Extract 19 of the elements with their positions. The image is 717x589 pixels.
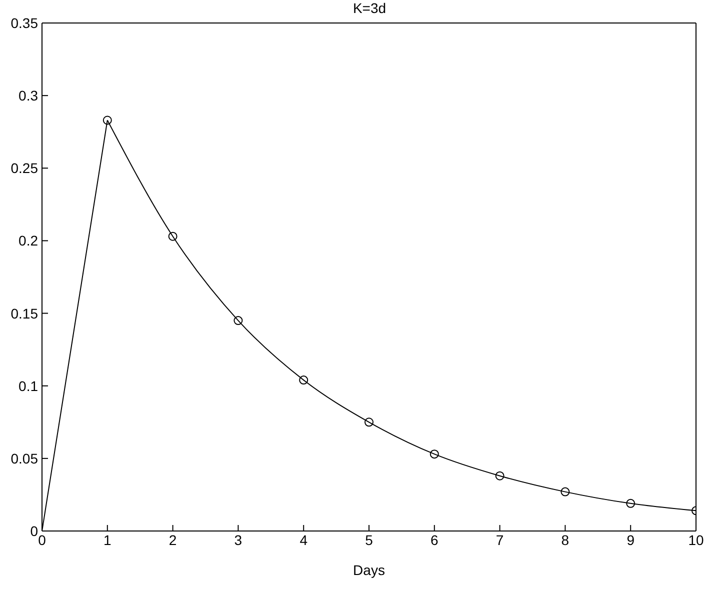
x-tick-label: 5: [365, 532, 374, 548]
y-tick-label: 0.05: [10, 450, 38, 466]
x-tick-label: 8: [561, 532, 570, 548]
x-tick-label: 1: [104, 532, 112, 548]
x-tick-label: 3: [234, 532, 242, 548]
x-tick-label: 6: [430, 532, 438, 548]
y-tick-label: 0.3: [18, 88, 38, 104]
x-tick-label: 4: [300, 532, 308, 548]
y-tick-label: 0.35: [10, 14, 38, 31]
y-tick-label: 0.2: [18, 232, 38, 249]
x-tick-label: 9: [626, 532, 635, 548]
x-axis-title: Days: [353, 562, 385, 578]
x-tick-label: 7: [496, 532, 504, 548]
x-tick-label: 10: [688, 532, 704, 548]
y-tick-label: 0.15: [10, 305, 38, 322]
chart-title: K=3d: [352, 0, 388, 16]
y-tick-label: 0.25: [10, 160, 38, 176]
y-tick-label: 0.1: [18, 378, 38, 394]
x-tick-label: 2: [168, 532, 177, 548]
